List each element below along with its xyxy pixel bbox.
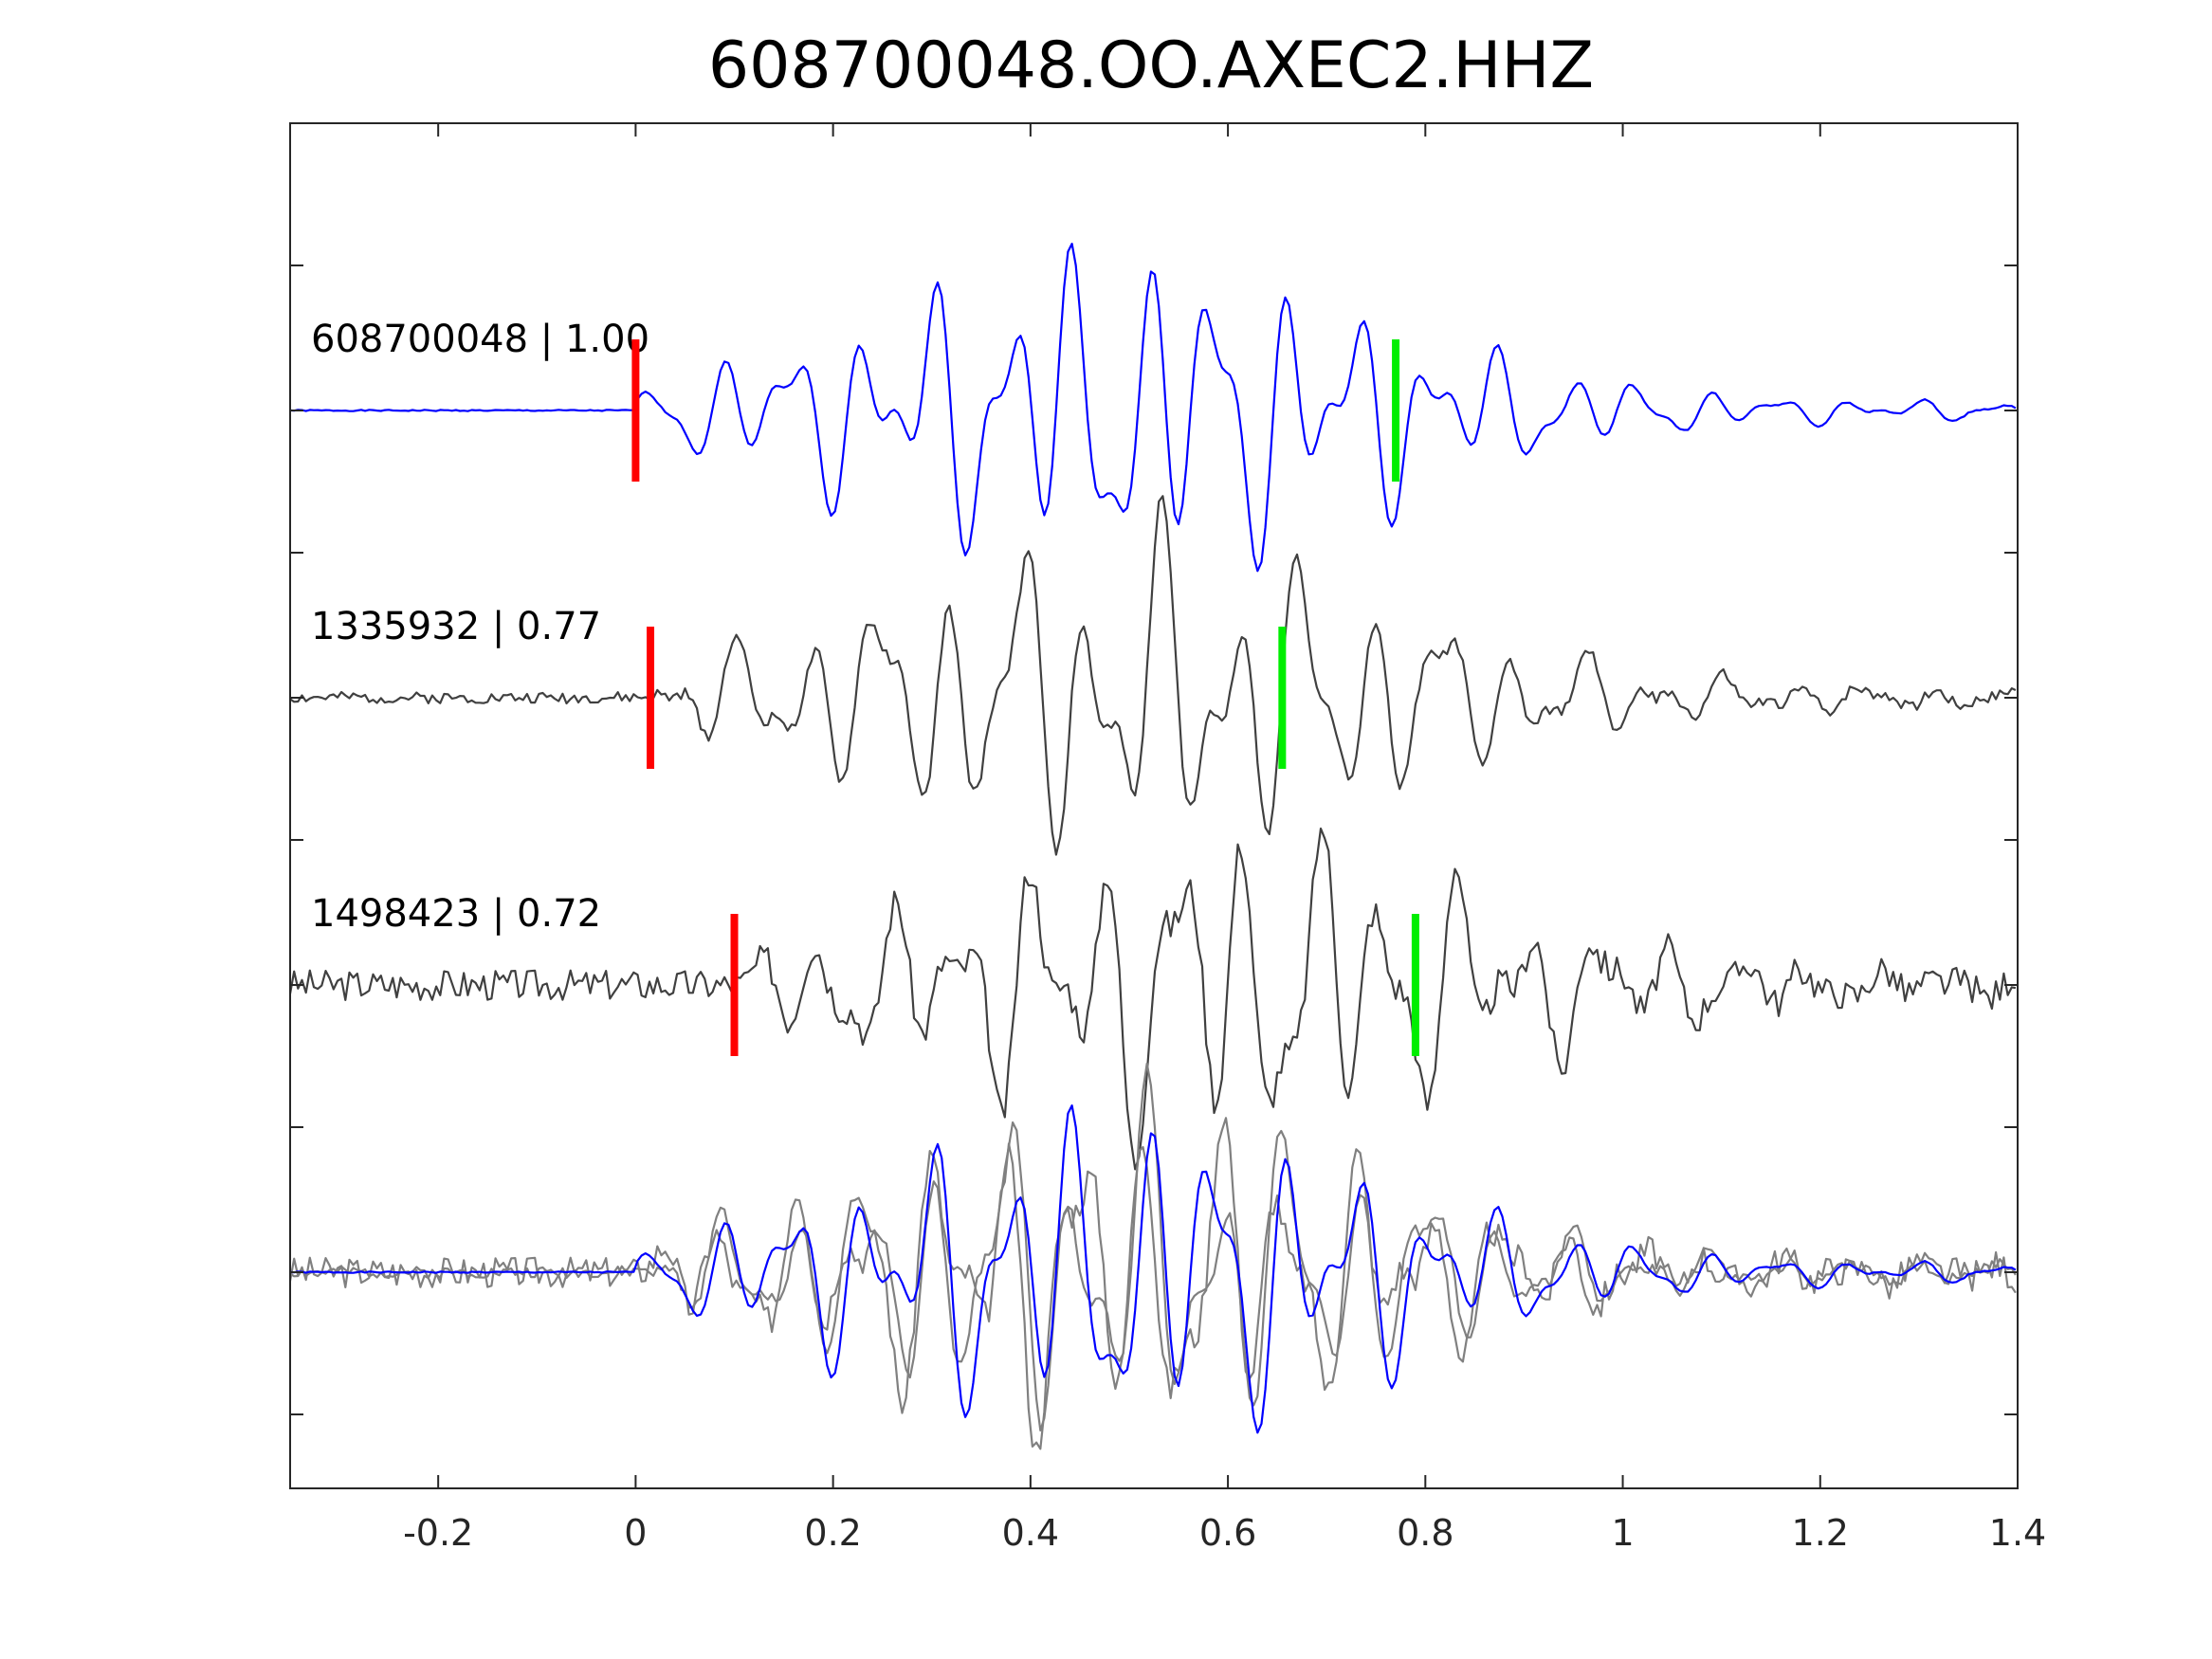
overlay-template-line [289,1104,2017,1434]
x-tick-label: 0 [624,1512,647,1554]
overlay-waveform-line [288,1117,2017,1450]
trace-label: 608700048 | 1.00 [311,318,649,361]
x-tick-label: 1.2 [1792,1512,1849,1554]
trace-608700048: 608700048 | 1.00 [289,243,2017,573]
trace-label: 1498423 | 0.72 [311,892,601,936]
waveform-line [289,243,2017,573]
waveform-line [289,495,2017,856]
x-tick-label: 0.4 [1002,1512,1059,1554]
x-tick-label: 0.8 [1397,1512,1453,1554]
waveform-line [288,827,2017,1171]
trace-1335932: 1335932 | 0.77 [289,495,2017,856]
x-tick-label: -0.2 [403,1512,473,1554]
x-tick-label: 1.4 [1989,1512,2046,1554]
trace-1498423: 1498423 | 0.72 [288,827,2017,1171]
x-tick-label: 1 [1611,1512,1634,1554]
chart-title: 608700048.OO.AXEC2.HHZ [708,28,1594,103]
axes-frame [289,122,2019,1489]
trace-label: 1335932 | 0.77 [311,605,601,648]
x-axis: -0.2 0 0.2 0.4 0.6 0.8 1 1.2 1.4 [290,123,2046,1554]
x-tick-label: 0.2 [804,1512,861,1554]
x-tick-label: 0.6 [1199,1512,1256,1554]
overlay-traces [288,1062,2017,1450]
plot-area: 608700048 | 1.00 1335932 | 0.77 1498423 | … [288,243,2017,1450]
overlay-waveform-line [289,1062,2017,1431]
